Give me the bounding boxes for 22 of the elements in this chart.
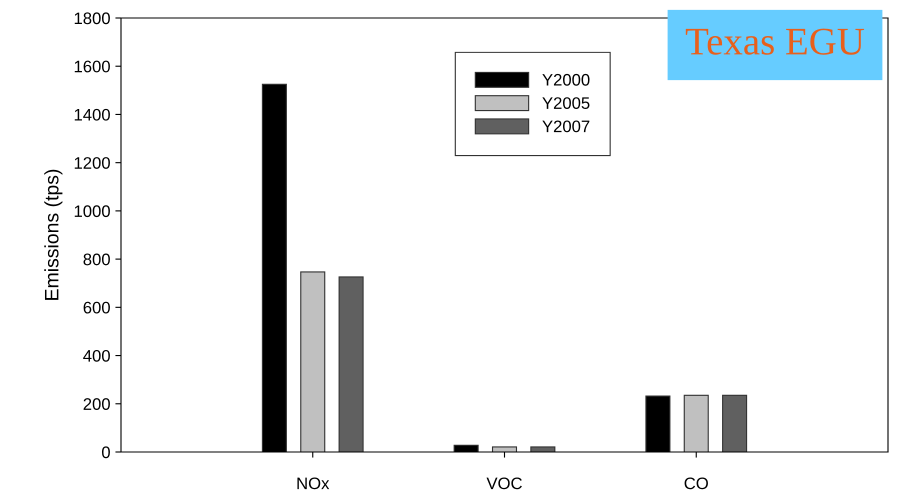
y-tick-label: 400 — [83, 350, 110, 362]
y-tick-label: 1600 — [74, 60, 110, 72]
y-tick-label: 0 — [102, 446, 110, 458]
y-tick-label: 1800 — [74, 12, 110, 24]
x-tick-label: NOx — [297, 477, 330, 490]
bar — [722, 394, 748, 452]
x-tick-label: CO — [684, 477, 708, 490]
legend-label: Y2007 — [542, 120, 590, 132]
x-tick-label: VOC — [486, 477, 522, 490]
bar — [338, 276, 364, 452]
chart-title: Texas EGU — [686, 28, 864, 55]
y-tick-label: 200 — [84, 398, 110, 410]
bar — [300, 271, 326, 452]
legend-label: Y2000 — [542, 74, 590, 86]
y-axis-title: Emissions (tps) — [44, 170, 62, 300]
y-tick-label: 1200 — [74, 157, 110, 169]
legend-label: Y2005 — [542, 97, 590, 109]
y-tick-label: 1400 — [74, 108, 110, 121]
y-tick-label: 1000 — [74, 205, 110, 218]
y-tick-label: 800 — [84, 254, 110, 266]
y-tick-label: 600 — [84, 302, 110, 314]
bar — [684, 394, 709, 452]
